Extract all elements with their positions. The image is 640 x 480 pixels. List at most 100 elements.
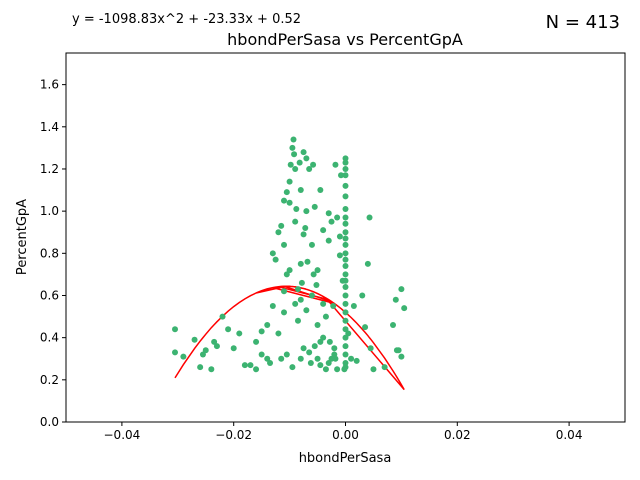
data-point — [208, 366, 215, 373]
data-point — [219, 313, 226, 320]
y-tick-label: 0.0 — [40, 415, 59, 429]
data-point — [342, 214, 349, 221]
data-point — [381, 364, 388, 371]
data-point — [342, 220, 349, 227]
y-tick-label: 1.2 — [40, 162, 59, 176]
data-point — [334, 214, 341, 221]
y-tick-label: 0.8 — [40, 246, 59, 260]
fit-equation: y = -1098.83x^2 + -23.33x + 0.52 — [72, 12, 302, 27]
data-point — [258, 351, 265, 358]
data-point — [342, 256, 349, 263]
sample-count: N = 413 — [545, 12, 620, 33]
data-point — [292, 300, 299, 307]
x-axis-ticks: −0.04 −0.02 0.00 0.02 0.04 — [104, 422, 582, 442]
data-point — [313, 281, 320, 288]
data-point — [302, 225, 309, 232]
data-point — [292, 218, 299, 225]
y-axis-ticks: 0.0 0.2 0.4 0.6 0.8 1.0 1.2 1.4 1.6 — [40, 78, 66, 429]
data-point — [390, 322, 397, 329]
data-point — [367, 345, 374, 352]
data-point — [342, 364, 349, 371]
data-point — [342, 326, 349, 333]
data-point — [294, 317, 301, 324]
data-point — [180, 353, 187, 360]
data-point — [297, 187, 304, 194]
data-point — [311, 203, 318, 210]
data-point — [191, 336, 198, 343]
data-point — [275, 229, 282, 236]
data-point — [353, 357, 360, 364]
data-point — [342, 292, 349, 299]
data-point — [342, 351, 349, 358]
data-point — [289, 144, 296, 151]
data-point — [328, 355, 335, 362]
data-point — [269, 303, 276, 310]
data-point — [286, 267, 293, 274]
data-point — [211, 338, 218, 345]
data-point — [342, 343, 349, 350]
data-point — [342, 182, 349, 189]
data-point — [364, 260, 371, 267]
data-point — [342, 241, 349, 248]
y-axis-label: PercentGpA — [15, 199, 30, 275]
x-tick-label: −0.04 — [104, 428, 141, 442]
data-point — [342, 235, 349, 242]
data-point — [286, 199, 293, 206]
data-point — [398, 353, 405, 360]
data-point — [317, 338, 324, 345]
data-point — [297, 260, 304, 267]
data-point — [336, 252, 343, 259]
data-point — [311, 343, 318, 350]
data-point — [283, 271, 290, 278]
data-point — [359, 292, 366, 299]
data-point — [320, 227, 327, 234]
data-point — [298, 279, 305, 286]
data-point — [281, 288, 288, 295]
data-point — [290, 136, 297, 143]
data-point — [342, 193, 349, 200]
data-point — [272, 256, 279, 263]
data-point — [342, 262, 349, 269]
data-point — [322, 313, 329, 320]
data-points-layer — [172, 136, 408, 373]
data-point — [401, 305, 408, 312]
x-axis-label: hbondPerSasa — [299, 451, 392, 466]
data-point — [331, 345, 338, 352]
data-point — [300, 345, 307, 352]
data-point — [300, 231, 307, 238]
data-point — [322, 366, 329, 373]
data-point — [291, 151, 298, 158]
data-point — [325, 237, 332, 244]
data-point — [307, 359, 314, 366]
data-point — [310, 161, 317, 168]
fit-curve — [174, 285, 405, 391]
data-point — [342, 271, 349, 278]
data-point — [338, 172, 345, 179]
data-point — [304, 258, 311, 265]
data-point — [264, 355, 271, 362]
data-point — [264, 322, 271, 329]
data-point — [314, 322, 321, 329]
data-point — [297, 355, 304, 362]
y-tick-label: 0.2 — [40, 373, 59, 387]
data-point — [306, 165, 313, 172]
data-point — [269, 250, 276, 257]
data-point — [278, 222, 285, 229]
data-point — [350, 303, 357, 310]
x-tick-label: −0.02 — [215, 428, 252, 442]
data-point — [362, 324, 369, 331]
data-point — [247, 362, 254, 369]
data-point — [334, 366, 341, 373]
data-point — [253, 338, 260, 345]
data-point — [342, 229, 349, 236]
data-point — [348, 355, 355, 362]
data-point — [320, 300, 327, 307]
data-point — [314, 267, 321, 274]
data-point — [320, 334, 327, 341]
data-point — [342, 334, 349, 341]
data-point — [289, 364, 296, 371]
data-point — [267, 359, 274, 366]
data-point — [230, 345, 237, 352]
x-tick-label: 0.00 — [332, 428, 359, 442]
fit-curve-layer — [174, 285, 405, 391]
